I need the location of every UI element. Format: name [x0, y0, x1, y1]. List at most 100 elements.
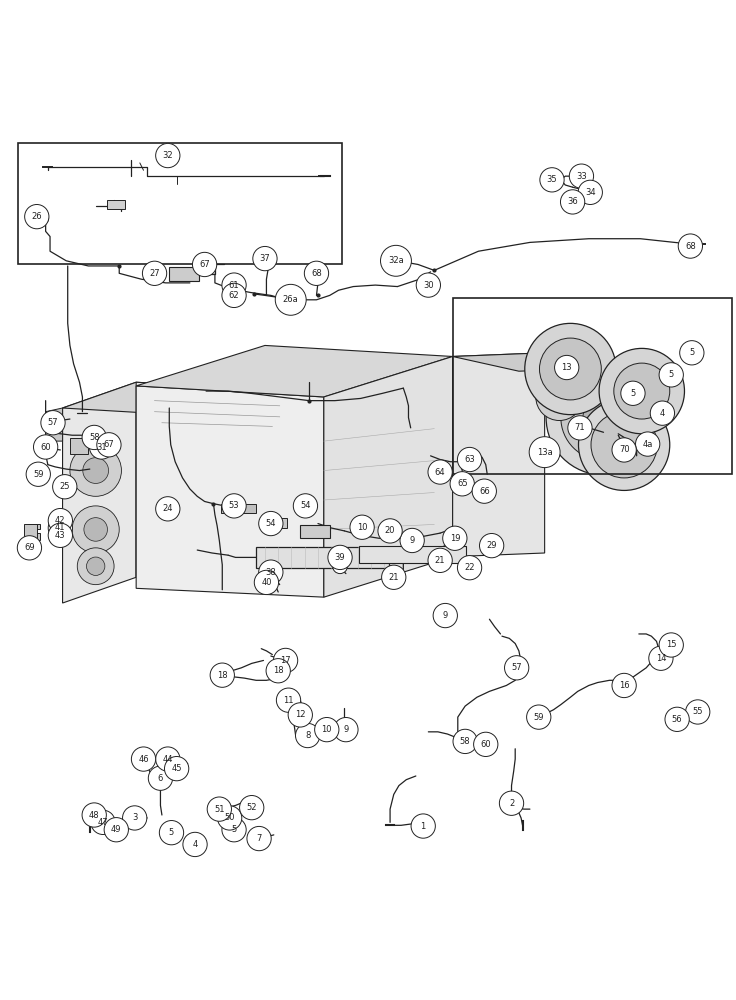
- Circle shape: [155, 143, 180, 168]
- Circle shape: [381, 245, 411, 276]
- Text: 10: 10: [322, 725, 332, 734]
- Circle shape: [273, 648, 297, 673]
- Circle shape: [333, 559, 347, 574]
- Circle shape: [612, 438, 636, 462]
- Text: 24: 24: [163, 504, 173, 513]
- Circle shape: [159, 821, 184, 845]
- Circle shape: [525, 323, 616, 415]
- Circle shape: [266, 659, 290, 683]
- Circle shape: [561, 190, 585, 214]
- Circle shape: [400, 528, 424, 553]
- Text: 61: 61: [229, 281, 239, 290]
- Text: 69: 69: [24, 543, 35, 552]
- Text: 6: 6: [158, 774, 163, 783]
- Text: 18: 18: [217, 671, 227, 680]
- Circle shape: [222, 273, 246, 297]
- Text: 46: 46: [138, 755, 149, 764]
- Circle shape: [457, 447, 481, 472]
- Circle shape: [91, 810, 115, 835]
- Circle shape: [578, 180, 602, 204]
- Bar: [70, 438, 88, 454]
- Text: 54: 54: [266, 519, 276, 528]
- Text: 5: 5: [630, 389, 636, 398]
- Bar: [453, 298, 732, 474]
- Text: 20: 20: [385, 526, 395, 535]
- Circle shape: [473, 479, 496, 503]
- Bar: [263, 518, 287, 528]
- Polygon shape: [136, 386, 324, 597]
- Circle shape: [621, 381, 645, 405]
- Circle shape: [350, 515, 374, 539]
- Circle shape: [442, 526, 467, 550]
- Circle shape: [288, 703, 312, 727]
- Text: 47: 47: [98, 818, 108, 827]
- Circle shape: [25, 204, 49, 229]
- Circle shape: [529, 437, 560, 468]
- Circle shape: [90, 435, 114, 459]
- Circle shape: [635, 432, 660, 456]
- Circle shape: [659, 633, 683, 657]
- Text: 54: 54: [300, 501, 311, 510]
- Text: 62: 62: [229, 291, 239, 300]
- Text: 34: 34: [585, 188, 595, 197]
- Circle shape: [258, 511, 283, 536]
- Text: 37: 37: [260, 254, 270, 263]
- Text: 40: 40: [261, 578, 272, 587]
- Text: 60: 60: [481, 740, 491, 749]
- Text: 33: 33: [576, 172, 587, 181]
- Circle shape: [277, 688, 300, 712]
- Circle shape: [255, 570, 278, 595]
- Circle shape: [561, 375, 646, 460]
- Text: 21: 21: [389, 573, 399, 582]
- Text: 48: 48: [89, 811, 99, 820]
- Circle shape: [474, 732, 498, 756]
- Circle shape: [539, 338, 601, 400]
- Circle shape: [82, 803, 106, 827]
- Circle shape: [578, 399, 670, 490]
- Polygon shape: [453, 353, 611, 371]
- Circle shape: [328, 545, 353, 570]
- Text: 8: 8: [305, 731, 311, 740]
- Text: 13a: 13a: [537, 448, 553, 457]
- Circle shape: [26, 462, 50, 486]
- Text: 12: 12: [295, 710, 305, 719]
- Text: 19: 19: [450, 534, 460, 543]
- Text: 18: 18: [273, 666, 283, 675]
- Circle shape: [381, 565, 406, 589]
- Text: 39: 39: [335, 553, 345, 562]
- Text: 10: 10: [357, 523, 367, 532]
- Circle shape: [84, 518, 107, 541]
- Text: 41: 41: [55, 523, 66, 532]
- Text: 7: 7: [256, 834, 262, 843]
- Circle shape: [148, 766, 172, 790]
- Text: 9: 9: [442, 611, 448, 620]
- Circle shape: [96, 433, 121, 457]
- Circle shape: [155, 497, 180, 521]
- Circle shape: [333, 717, 358, 742]
- Circle shape: [122, 806, 146, 830]
- Circle shape: [247, 826, 271, 851]
- Circle shape: [240, 796, 263, 820]
- Circle shape: [555, 355, 578, 380]
- Circle shape: [164, 756, 188, 781]
- Circle shape: [105, 818, 128, 842]
- Text: 5: 5: [668, 370, 674, 379]
- Bar: [300, 525, 330, 538]
- Circle shape: [70, 445, 121, 496]
- Text: 70: 70: [619, 445, 629, 454]
- Circle shape: [499, 791, 523, 815]
- Polygon shape: [63, 382, 324, 419]
- Circle shape: [591, 412, 657, 478]
- Circle shape: [131, 747, 156, 771]
- Circle shape: [53, 475, 77, 499]
- Text: 11: 11: [283, 696, 294, 705]
- Text: 67: 67: [104, 440, 114, 449]
- Circle shape: [295, 723, 319, 748]
- Text: 66: 66: [479, 487, 489, 496]
- Circle shape: [665, 707, 689, 731]
- Circle shape: [411, 814, 436, 838]
- Text: 52: 52: [247, 803, 257, 812]
- Circle shape: [222, 283, 246, 308]
- Text: 51: 51: [214, 805, 224, 814]
- Polygon shape: [46, 408, 63, 441]
